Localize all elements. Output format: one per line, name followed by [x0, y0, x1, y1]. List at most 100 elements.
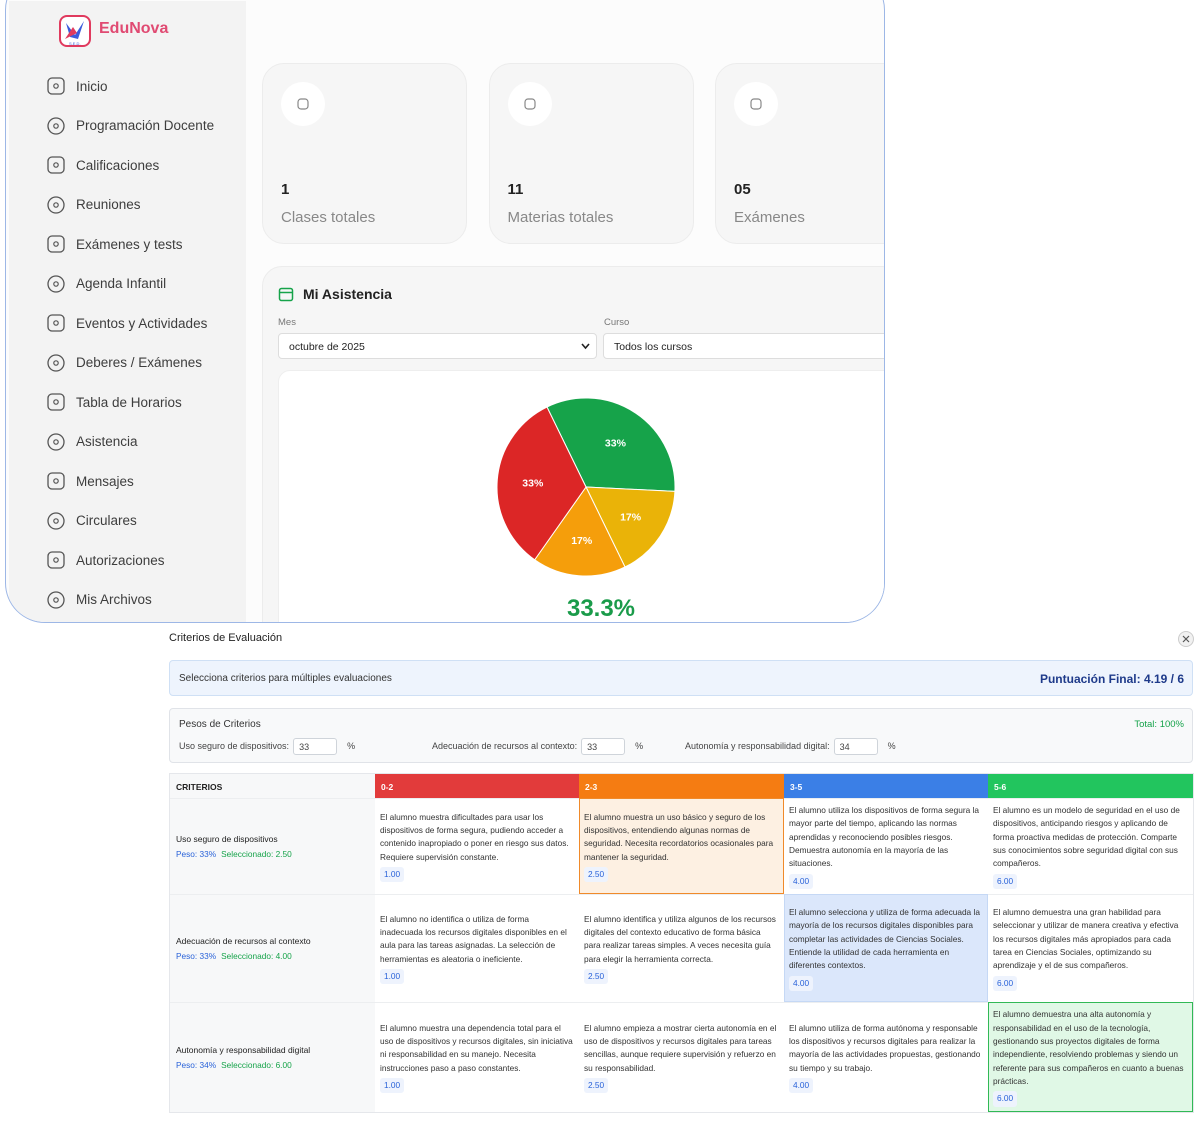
criterion-name: Autonomía y responsabilidad digital [176, 1045, 311, 1055]
criterion-selected: Seleccionado: 6.00 [221, 1060, 292, 1070]
icon-dot [53, 438, 59, 445]
level-cell[interactable]: El alumno demuestra una gran habilidad p… [988, 894, 1193, 1002]
level-cell[interactable]: El alumno no identifica o utiliza de for… [375, 894, 579, 1002]
cell-text: El alumno selecciona y utiliza de forma … [789, 907, 980, 971]
icon-dot [53, 162, 59, 168]
pie-chart: 33%17%17%33% [496, 397, 676, 577]
level-cell[interactable]: El alumno muestra una dependencia total … [375, 1002, 579, 1112]
menu-item[interactable]: Eventos y Actividades [9, 308, 246, 338]
menu-label: Inicio [76, 78, 108, 94]
menu-icon [47, 353, 65, 372]
menu-item[interactable]: Autorizaciones [9, 545, 246, 575]
menu-label: Mensajes [76, 473, 134, 489]
icon-shape [47, 274, 65, 293]
level-cell[interactable]: El alumno muestra un uso básico y seguro… [579, 798, 784, 894]
slice-value: 33 [605, 437, 617, 449]
menu-label: Autorizaciones [76, 552, 165, 568]
icon-dot [53, 557, 59, 563]
icon-dot [53, 320, 59, 326]
stat-icon [507, 82, 552, 126]
level-cell[interactable]: El alumno muestra dificultades para usar… [375, 798, 579, 894]
calendar-icon [278, 287, 294, 302]
icon-dot [53, 596, 59, 603]
menu-label: Calificaciones [76, 157, 160, 173]
weight-input[interactable]: 33 [581, 738, 626, 755]
month-select[interactable]: octubre de 2025 [278, 333, 597, 359]
weights-total: Total: 100% [1134, 719, 1184, 730]
cell-text: El alumno utiliza los dispositivos de fo… [789, 805, 979, 869]
level-cell[interactable]: El alumno utiliza de forma autónoma y re… [784, 1002, 988, 1112]
level-cell[interactable]: El alumno demuestra una alta autonomía y… [988, 1002, 1193, 1112]
menu-label: Asistencia [76, 434, 138, 449]
menu-icon [47, 235, 65, 253]
menu-icon [47, 472, 65, 490]
menu-item[interactable]: Tabla de Horarios [9, 387, 246, 417]
course-select[interactable]: Todos los cursos [603, 333, 884, 359]
slice-unit: % [617, 437, 627, 449]
criterion-meta: Peso: 34% Seleccionado: 6.00 [176, 1060, 369, 1070]
menu-icon [47, 116, 65, 135]
icon-dot [53, 399, 59, 405]
rubric-panel: Criterios de Evaluación Selecciona crite… [160, 625, 1200, 1121]
level-cell[interactable]: El alumno empieza a mostrar cierta auton… [579, 1002, 784, 1112]
level-cell[interactable]: El alumno identifica y utiliza algunos d… [579, 894, 784, 1002]
level-cell[interactable]: El alumno utiliza los dispositivos de fo… [784, 798, 988, 894]
month-label: Mes [278, 317, 296, 328]
hint: Selecciona criterios para múltiples eval… [179, 673, 392, 684]
icon-dot [53, 241, 59, 247]
menu-item[interactable]: Exámenes y tests [9, 229, 246, 259]
icon-dot [53, 83, 59, 89]
sidebar: S.E.D. EduNova Inicio Programación Docent… [9, 1, 246, 622]
menu-item[interactable]: Mis Archivos [9, 585, 246, 615]
cell-score: 4.00 [789, 873, 814, 889]
menu-item[interactable]: Reuniones [9, 190, 246, 220]
slice-label: 33% [522, 478, 544, 490]
stat-value: 11 [507, 181, 524, 198]
chart-panel: 33% 17% 17% 33% 33.3% [278, 370, 884, 622]
menu-item[interactable]: Inicio [9, 71, 246, 101]
menu-item[interactable]: Asistencia [9, 427, 246, 457]
cell-score: 6.00 [993, 1091, 1018, 1107]
cell-score: 2.50 [584, 1077, 609, 1094]
close-button[interactable] [1178, 631, 1194, 647]
criterion-name: Adecuación de recursos al contexto [176, 936, 311, 946]
icon-dot [53, 517, 59, 524]
cell-score: 1.00 [380, 1077, 405, 1094]
menu-item[interactable]: Deberes / Exámenes [9, 348, 246, 378]
cell-text: El alumno identifica y utiliza algunos d… [584, 913, 776, 964]
weights-title: Pesos de Criterios [179, 719, 261, 730]
cell-score: 2.50 [584, 968, 609, 985]
icon-shape [47, 432, 65, 451]
menu-item[interactable]: Programación Docente [9, 111, 246, 141]
criterion-weight: Peso: 33% [176, 849, 217, 859]
menu-icon [47, 77, 65, 95]
level-cell[interactable]: El alumno es un modelo de seguridad en e… [988, 798, 1193, 894]
attendance-rate: 33.3% [566, 595, 636, 622]
menu-label: Agenda Infantil [76, 276, 167, 291]
criterion: Autonomía y responsabilidad digital Peso:… [170, 1002, 375, 1112]
icon-shape [47, 353, 65, 372]
rubric-table: CRITERIOS 0-2 2-3 3-5 5-6 Uso seguro de dispo… [169, 773, 1194, 1113]
slice-unit: % [534, 478, 544, 490]
icon-glyph [297, 98, 309, 110]
icon-shape [47, 116, 65, 135]
menu-icon [47, 511, 65, 530]
weight-input[interactable]: 34 [833, 738, 878, 755]
level-cell[interactable]: El alumno selecciona y utiliza de forma … [784, 894, 988, 1002]
menu-item[interactable]: Circulares [9, 506, 246, 536]
cell-score: 6.00 [993, 975, 1018, 991]
cell-text: El alumno muestra una dependencia total … [380, 1022, 573, 1073]
menu-item[interactable]: Calificaciones [9, 150, 246, 180]
icon-glyph [523, 98, 536, 110]
slice-unit: % [583, 535, 593, 547]
icon-shape [47, 195, 65, 214]
weight-input[interactable]: 33 [293, 738, 338, 755]
menu-item[interactable]: Agenda Infantil [9, 269, 246, 299]
menu-icon [47, 314, 65, 332]
menu-item[interactable]: Mensajes [9, 466, 246, 496]
slice-value: 17 [571, 535, 583, 547]
menu-label: Mis Archivos [76, 592, 152, 607]
stat-label: Clases totales [281, 209, 376, 226]
weight-label: Uso seguro de dispositivos: [179, 740, 290, 751]
